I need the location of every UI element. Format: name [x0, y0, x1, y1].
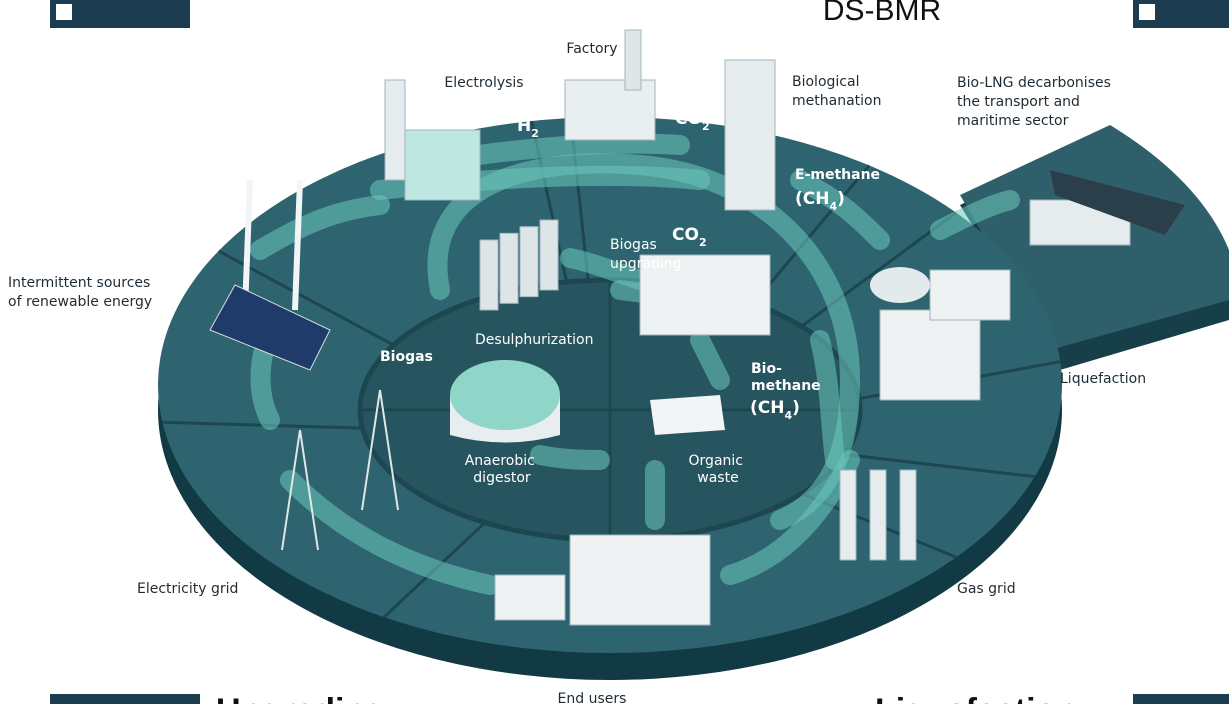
label-anaerobic-digestor: Anaerobic digestor: [465, 453, 540, 486]
diagram: DS-BMR Factory Electrolysis Biological m…: [0, 0, 1229, 704]
line: Biogas: [610, 237, 657, 253]
base: (CH: [795, 189, 829, 209]
header-title: DS-BMR: [823, 0, 941, 27]
label-biogas: Biogas: [380, 349, 433, 365]
digester-roof: [450, 360, 560, 430]
base: CO: [675, 109, 702, 129]
desulphurization-tower: [480, 240, 498, 310]
label-liquefaction: Liquefaction: [1060, 371, 1146, 387]
label-desulphurization: Desulphurization: [475, 332, 593, 348]
label-biological-methanation: Biological methanation: [792, 74, 881, 109]
flow-arrow: [540, 455, 600, 460]
line: waste: [697, 470, 738, 486]
liquefaction-container: [930, 270, 1010, 320]
base: (CH: [750, 398, 784, 418]
end-user-building: [570, 535, 710, 625]
line: of renewable energy: [8, 294, 152, 310]
gas-pipe: [840, 470, 856, 560]
line: Biological: [792, 74, 859, 90]
desulphurization-tower: [520, 227, 538, 297]
label-e-methane: E-methane: [795, 167, 880, 183]
house: [495, 575, 565, 620]
sub: 2: [699, 236, 707, 249]
line: Organic: [689, 453, 743, 469]
logo: [50, 694, 200, 704]
body: DS-BMR Factory Electrolysis Biological m…: [0, 0, 1229, 704]
electrolysis-tank: [405, 130, 480, 200]
base: H: [517, 116, 531, 136]
qr-inner: [1139, 4, 1155, 20]
page: Biogas diagram {"header": {"title": "DS-…: [0, 0, 1229, 704]
line: Bio-: [751, 361, 782, 377]
label-end-users: End users: [558, 691, 627, 704]
close: ): [792, 398, 800, 418]
line: methane: [751, 378, 821, 394]
footer-left: Upgrading: [216, 692, 386, 704]
line: upgrading: [610, 256, 682, 272]
qr-inner: [56, 4, 72, 20]
line: methanation: [792, 93, 881, 109]
label-organic-waste: Organic waste: [689, 453, 748, 486]
label-bio-lng: Bio-LNG decarbonises the transport and m…: [957, 75, 1115, 129]
label-intermittent: Intermittent sources of renewable energy: [8, 275, 155, 310]
lng-tank: [870, 267, 930, 303]
line: digestor: [473, 470, 531, 486]
methanation-tank: [725, 60, 775, 210]
cow: [650, 395, 725, 435]
sub: 2: [531, 127, 539, 140]
label-electricity-grid: Electricity grid: [137, 581, 238, 597]
line: maritime sector: [957, 113, 1069, 129]
logo: [1133, 694, 1229, 704]
liquefaction-container: [880, 310, 980, 400]
base: CO: [672, 225, 699, 245]
desulphurization-tower: [500, 233, 518, 303]
label-gas-grid: Gas grid: [957, 581, 1016, 597]
factory-chimney: [625, 30, 641, 90]
gas-pipe: [900, 470, 916, 560]
close: ): [837, 189, 845, 209]
gas-pipe: [870, 470, 886, 560]
footer-right: Liquefaction: [875, 692, 1077, 704]
line: Anaerobic: [465, 453, 535, 469]
label-electrolysis: Electrolysis: [444, 75, 523, 91]
label-factory: Factory: [566, 41, 617, 57]
line: Intermittent sources: [8, 275, 150, 291]
desulphurization-tower: [540, 220, 558, 290]
sub: 2: [702, 120, 710, 133]
electrolysis-column: [385, 80, 405, 180]
line: the transport and: [957, 94, 1080, 110]
line: Bio-LNG decarbonises: [957, 75, 1111, 91]
